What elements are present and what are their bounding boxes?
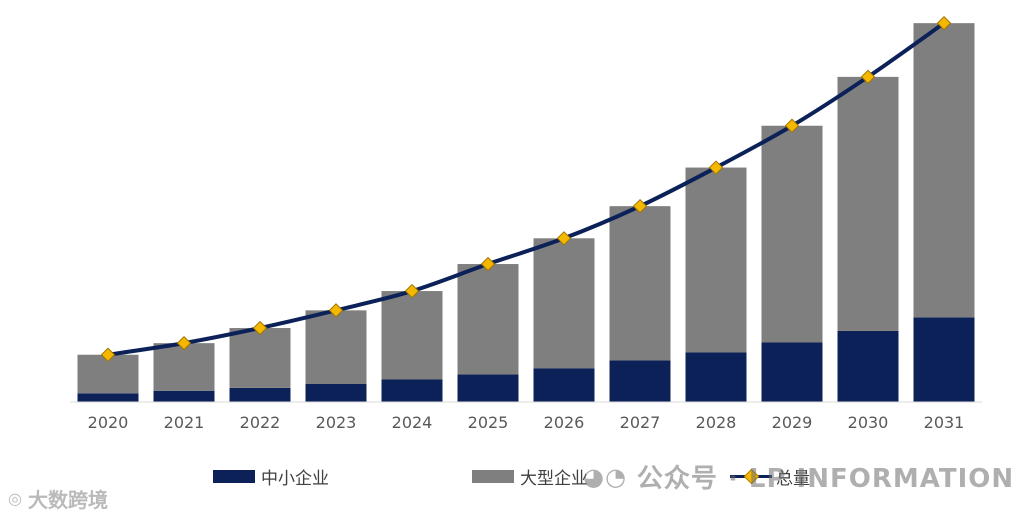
x-tick-label-2025: 2025 [468,413,509,432]
bar-sme-2022 [229,387,291,402]
total-line-layer [100,15,952,362]
total-marker-2024 [404,283,420,299]
bar-large-2026 [533,238,595,369]
legend-swatch-sme [213,469,255,483]
legend-swatch-large [472,469,514,483]
bar-sme-2028 [685,352,747,402]
legend-item-sme: 中小企业 [213,463,329,489]
x-tick-label-2027: 2027 [620,413,661,432]
watermark-center-text: 公众号 · LP INFORMATION [636,464,1015,494]
watermark-center: ◕◔ 公众号 · LP INFORMATION [583,458,1014,495]
bar-large-2024 [381,291,443,380]
bar-large-2027 [609,206,671,361]
total-marker-2023 [328,303,344,318]
bar-sme-2030 [837,330,899,402]
wechat-icon: ◕◔ [583,462,627,491]
bar-sme-2026 [533,368,595,402]
legend-label-total: 总量 [776,468,810,489]
legend-item-total: 总量 [730,463,810,489]
bar-sme-2023 [305,383,367,402]
legend-swatch-total [730,468,772,484]
total-marker-2026 [556,231,572,246]
legend-label-sme: 中小企业 [261,468,329,489]
bar-sme-2021 [153,390,215,402]
bar-large-2030 [837,76,899,331]
bar-large-2022 [229,328,291,388]
total-marker-2031 [936,15,952,31]
watermark-corner-text: 大数跨境 [27,488,108,512]
bar-sme-2025 [457,374,519,402]
x-tick-label-2031: 2031 [924,413,965,432]
bar-large-2025 [457,264,519,375]
bar-sme-2024 [381,379,443,402]
bar-large-2031 [913,23,975,318]
bars-layer [77,23,975,402]
bar-sme-2020 [77,393,139,402]
total-marker-2020 [100,347,116,362]
x-tick-label-2022: 2022 [240,413,281,432]
legend-label-large: 大型企业 [520,468,588,489]
legend-item-large: 大型企业 [472,463,588,489]
bar-sme-2031 [913,317,975,402]
total-marker-2030 [860,69,876,85]
total-marker-2027 [632,198,648,214]
bar-large-2029 [761,125,823,343]
x-tick-label-2026: 2026 [544,413,585,432]
x-tick-label-2021: 2021 [164,413,205,432]
total-marker-2028 [708,160,724,175]
x-tick-label-2028: 2028 [696,413,737,432]
legend: 中小企业 大型企业 总量 [0,463,1015,489]
total-marker-2021 [176,335,192,351]
x-tick-labels: 2020 2021 2022 2023 2024 2025 2026 2027 2028 2029… [88,413,965,432]
weibo-icon: ◎ [8,489,22,508]
x-tick-label-2023: 2023 [316,413,357,432]
total-marker-2025 [480,256,496,272]
bar-large-2028 [685,167,747,353]
bar-large-2023 [305,310,367,384]
bar-sme-2029 [761,342,823,402]
bar-large-2021 [153,343,215,391]
total-marker-2029 [784,118,800,133]
x-tick-label-2020: 2020 [88,413,129,432]
x-tick-label-2029: 2029 [772,413,813,432]
total-marker-2022 [252,320,268,336]
x-tick-label-2024: 2024 [392,413,433,432]
bar-sme-2027 [609,360,671,402]
x-tick-label-2030: 2030 [848,413,889,432]
watermark-corner: ◎ 大数跨境 [8,484,108,513]
